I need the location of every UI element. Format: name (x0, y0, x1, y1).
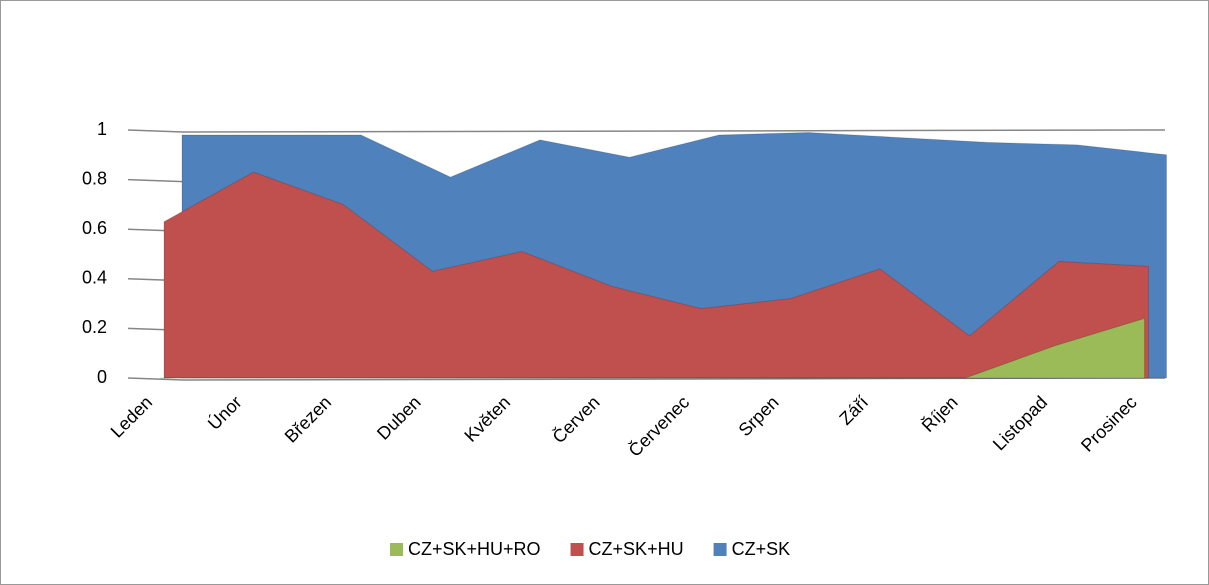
area (160, 317, 1145, 379)
y-tick-label: 0.2 (82, 317, 107, 337)
y-tick-label: 1 (97, 119, 107, 139)
y-tick-label: 0.4 (82, 268, 107, 288)
y-tick-label: 0.8 (82, 168, 107, 188)
grid-line (182, 129, 1166, 133)
area (163, 171, 1149, 379)
legend-label: CZ+SK+HU+RO (408, 539, 541, 559)
legend-label: CZ+SK (732, 539, 791, 559)
legend-swatch (713, 543, 727, 556)
grid-line (127, 129, 184, 133)
y-tick-label: 0.6 (82, 218, 107, 238)
legend-label: CZ+SK+HU (589, 539, 684, 559)
y-tick-label: 0 (97, 367, 107, 387)
legend-swatch (570, 543, 584, 556)
legend-swatch (390, 543, 403, 556)
grid-line (182, 377, 1166, 381)
grid-line (127, 377, 184, 381)
grid-line (127, 178, 184, 183)
